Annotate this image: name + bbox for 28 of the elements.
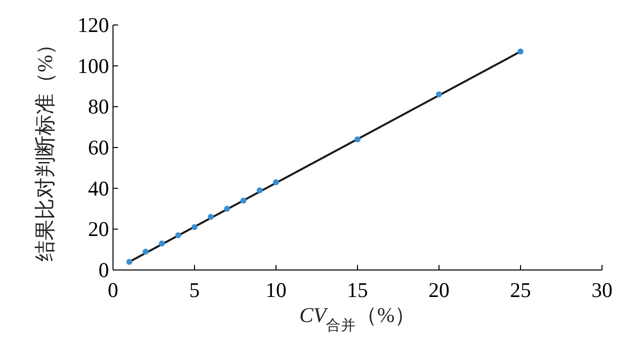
point xyxy=(208,214,214,220)
y-tick-label: 80 xyxy=(88,94,109,119)
point xyxy=(158,240,165,246)
point xyxy=(240,198,246,204)
x-tick-label: 30 xyxy=(592,278,612,302)
y-axis-title: 结果比对判断标准（%） xyxy=(33,34,57,262)
y-tick-label: 20 xyxy=(88,217,109,242)
point xyxy=(192,224,198,230)
y-tick-label: 0 xyxy=(98,258,109,282)
point xyxy=(518,48,524,55)
x-tick-label: 20 xyxy=(428,278,450,302)
x-tick-label: 10 xyxy=(266,278,286,302)
x-tick-label: 15 xyxy=(347,278,368,302)
x-tick-label: 25 xyxy=(510,278,531,302)
point xyxy=(175,232,182,238)
y-tick-label: 100 xyxy=(78,54,109,78)
point xyxy=(273,179,279,186)
y-tick-label: 40 xyxy=(88,176,109,200)
x-axis-title: CV$_{合并}$（%） xyxy=(299,303,416,334)
y-tick-label: 60 xyxy=(88,136,109,160)
y-tick-label: 120 xyxy=(78,13,109,37)
point xyxy=(256,187,263,194)
point xyxy=(224,206,230,212)
point xyxy=(126,258,132,265)
point xyxy=(354,136,360,142)
x-tick-label: 5 xyxy=(189,278,200,302)
point xyxy=(142,248,149,255)
point xyxy=(436,91,442,98)
